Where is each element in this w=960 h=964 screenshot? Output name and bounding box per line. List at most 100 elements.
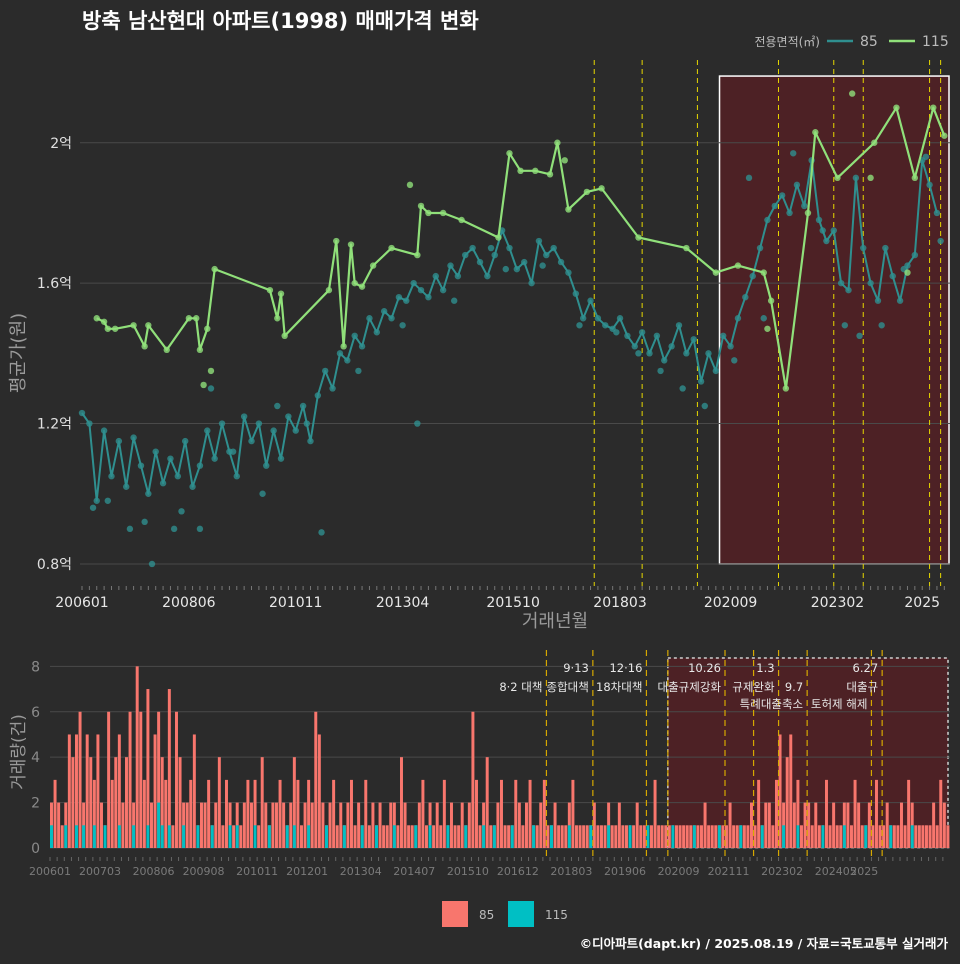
volume-bar-85	[882, 825, 886, 848]
volume-bar-85	[767, 802, 771, 848]
volume-bar-85	[157, 711, 161, 848]
volume-bar-85	[625, 825, 628, 848]
volume-bar-85	[942, 802, 946, 848]
price-point-extra-85	[89, 504, 97, 511]
price-point-extra-85	[576, 322, 583, 329]
volume-bar-85	[396, 825, 400, 848]
price-point-extra-85	[126, 525, 134, 533]
volume-bar-85	[892, 825, 896, 848]
volume-bar-85	[71, 757, 75, 848]
price-point-extra-85	[841, 322, 849, 329]
volume-bar-85	[114, 757, 118, 848]
volume-bar-85	[335, 825, 339, 848]
volume-bar-85	[660, 825, 664, 848]
volume-bar-115	[285, 825, 289, 848]
volume-bar-85	[557, 825, 561, 848]
credit-text: ©디아파트(dapt.kr) / 2025.08.19 / 자료=국토교통부 실…	[580, 936, 949, 951]
volume-bar-85	[703, 802, 707, 848]
volume-bar-85	[410, 825, 414, 848]
legend-swatch-85	[442, 901, 468, 927]
volume-bar-115	[607, 825, 611, 848]
policy-label: 9·13	[563, 661, 589, 675]
volume-bar-85	[675, 825, 678, 848]
volume-y-tick-label: 4	[31, 750, 40, 766]
volume-bar-85	[142, 779, 146, 848]
volume-bar-85	[403, 802, 407, 848]
volume-bar-85	[257, 825, 261, 848]
volume-y-tick-label: 0	[31, 841, 40, 857]
volume-bar-85	[200, 802, 203, 848]
price-point-extra-85	[399, 322, 406, 329]
policy-label: 18차대책	[596, 680, 642, 694]
volume-bar-85	[907, 779, 911, 848]
volume-bar-85	[60, 825, 64, 848]
volume-bar-85	[271, 802, 275, 848]
volume-bar-85	[417, 802, 421, 848]
volume-bar-85	[153, 734, 157, 848]
price-point-extra-85	[701, 402, 708, 410]
volume-x-tick-label: 201201	[286, 865, 328, 878]
volume-bar-85	[885, 802, 889, 848]
x-tick-label: 200806	[162, 595, 216, 611]
policy-label: 대출규제강화	[658, 680, 722, 694]
volume-bar-85	[207, 779, 211, 848]
volume-bar-85	[650, 825, 653, 848]
volume-bar-85	[442, 779, 446, 848]
volume-bar-85	[503, 825, 507, 848]
volume-bar-115	[482, 825, 486, 848]
volume-bar-85	[453, 825, 457, 848]
policy-label: 10.26	[688, 661, 721, 675]
volume-bar-115	[160, 825, 164, 848]
volume-bar-115	[739, 825, 743, 848]
price-point-extra-85	[178, 508, 185, 515]
volume-bar-85	[100, 802, 103, 848]
volume-y-tick-label: 6	[31, 705, 40, 721]
volume-bar-85	[292, 757, 296, 848]
volume-bar-115	[671, 825, 675, 848]
volume-bar-85	[617, 802, 621, 848]
volume-bar-85	[67, 734, 71, 848]
volume-bar-85	[500, 779, 503, 848]
volume-bar-85	[582, 825, 586, 848]
volume-bar-85	[310, 802, 314, 848]
volume-bar-85	[632, 825, 636, 848]
volume-x-tick-label: 200806	[133, 865, 175, 878]
volume-bar-85	[600, 825, 603, 848]
price-point-extra-85	[196, 525, 204, 533]
volume-bar-85	[357, 802, 361, 848]
volume-bar-85	[664, 825, 668, 848]
volume-bar-85	[592, 802, 596, 848]
volume-bar-85	[450, 802, 453, 848]
volume-bar-85	[217, 757, 221, 848]
price-point-extra-85	[657, 367, 664, 375]
volume-bar-85	[92, 779, 96, 848]
volume-bar-115	[103, 825, 107, 848]
volume-bar-85	[496, 802, 500, 848]
volume-x-tick-label: 200908	[183, 865, 225, 878]
volume-bar-85	[232, 825, 236, 848]
price-point-extra-85	[790, 150, 797, 157]
volume-bar-85	[860, 825, 864, 848]
price-point-extra-85	[170, 525, 178, 533]
volume-bar-115	[117, 825, 121, 848]
volume-bar-85	[642, 825, 646, 848]
volume-bar-85	[553, 802, 557, 848]
volume-bar-85	[475, 779, 478, 848]
volume-bar-85	[714, 825, 718, 848]
price-point-extra-85	[539, 262, 546, 269]
volume-y-tick-label: 8	[31, 659, 40, 675]
volume-bar-85	[771, 825, 775, 848]
volume-bar-85	[507, 825, 511, 848]
volume-bar-85	[621, 825, 625, 848]
x-tick-label: 202009	[704, 595, 757, 611]
volume-bar-85	[75, 734, 78, 848]
volume-bar-115	[92, 825, 96, 848]
volume-bar-85	[385, 825, 389, 848]
volume-bar-85	[803, 802, 807, 848]
volume-bar-115	[796, 825, 800, 848]
legend-label-115: 115	[922, 34, 949, 50]
volume-bar-85	[792, 802, 796, 848]
price-point-extra-85	[878, 322, 885, 329]
volume-bar-85	[521, 825, 525, 848]
volume-x-tick-label: 201510	[447, 865, 489, 878]
